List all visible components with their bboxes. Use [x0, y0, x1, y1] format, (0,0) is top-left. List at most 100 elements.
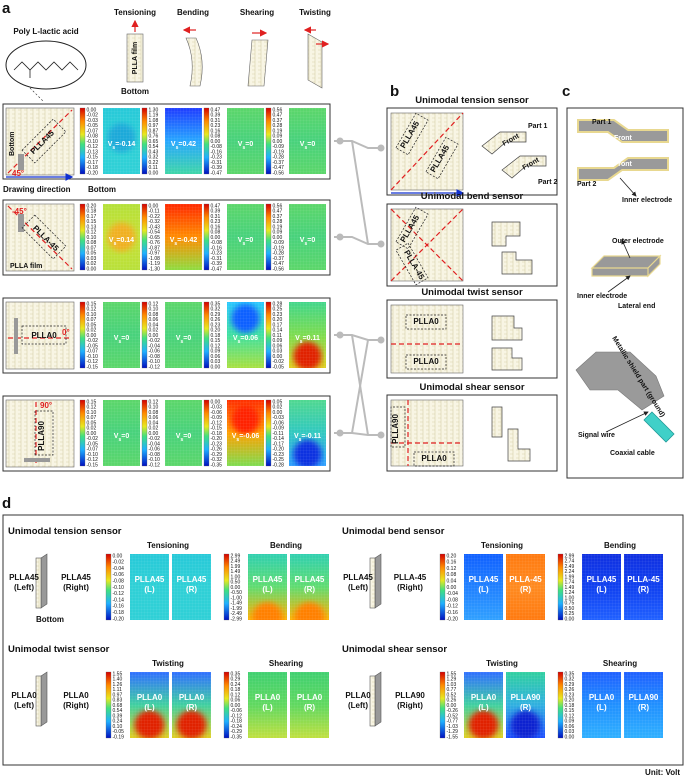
- colorbar-label: -0.14: [113, 597, 125, 603]
- cut-outline: [413, 451, 455, 467]
- map-label-line: (R): [304, 585, 315, 594]
- connector-dot: [377, 431, 385, 439]
- twist-icon: [307, 33, 323, 89]
- voltage-value: =0: [183, 433, 191, 440]
- colorbar: [141, 107, 148, 175]
- connector: [351, 140, 369, 245]
- voltage-label: Vs=0.06: [233, 335, 258, 345]
- colorbar-label: 0.47: [211, 203, 221, 209]
- colorbar-label: 0.06: [273, 343, 283, 349]
- colorbar-label: -0.16: [211, 149, 223, 155]
- heatmap: [130, 554, 169, 620]
- voltage-label: Vs=-0.14: [108, 141, 136, 151]
- sample: [390, 304, 464, 374]
- map-label-line: (R): [520, 703, 531, 712]
- heatmap: [506, 554, 545, 620]
- colorbar-label: -0.65: [149, 235, 161, 241]
- colorbar-label: -0.10: [113, 585, 125, 591]
- voltage-sub: s: [176, 145, 179, 151]
- map-label: PLLA0 (L): [471, 693, 497, 712]
- sensor-title: Unimodal twist sensor: [421, 287, 523, 298]
- colorbar-label: 0.18: [211, 333, 221, 339]
- map-label-line: (L): [596, 703, 607, 712]
- panel-box: [386, 299, 558, 379]
- voltage-symbol: V: [295, 335, 300, 342]
- heatmap: [227, 204, 264, 270]
- cut-line: [390, 208, 464, 282]
- connector-dot: [336, 137, 344, 145]
- colorbar-label: 0.12: [231, 692, 241, 698]
- colorbar-label: 1.00: [565, 595, 575, 601]
- colorbar-label: 0.03: [87, 256, 97, 262]
- colorbar-label: -0.50: [231, 590, 243, 596]
- colorbar-label: 0.77: [447, 687, 457, 693]
- colorbar-label: -0.18: [231, 719, 243, 725]
- strip: [24, 458, 50, 462]
- part-outline: [491, 221, 521, 247]
- molecule-circle: [5, 40, 87, 90]
- colorbar-label: -0.08: [211, 240, 223, 246]
- colorbar-label: 0.18: [87, 209, 97, 215]
- colorbar: [203, 301, 210, 369]
- colorbar-label: 1.00: [231, 574, 241, 580]
- colorbar-label: 0.28: [273, 301, 283, 307]
- colorbar-label: -0.25: [273, 457, 285, 463]
- material-label: Poly L-lactic acid: [13, 27, 78, 36]
- colorbar-label: -0.15: [87, 364, 99, 370]
- map-label-line: (R): [520, 585, 531, 594]
- colorbar-label: -0.52: [447, 713, 459, 719]
- colorbar-label: 1.49: [231, 569, 241, 575]
- voltage-value: =0.42: [178, 141, 196, 148]
- heatmap: [130, 672, 169, 738]
- voltage-sub: s: [118, 339, 121, 345]
- map-label-line: PLLA45: [295, 575, 325, 584]
- colorbar-label: 0.00: [231, 703, 241, 709]
- map-label-line: (L): [262, 703, 273, 712]
- film-icon: [369, 557, 376, 609]
- film-icon: [369, 675, 376, 727]
- colorbar-label: -0.19: [273, 149, 285, 155]
- colorbar-label: 0.25: [273, 307, 283, 313]
- colorbar-label: -0.04: [447, 591, 459, 597]
- colorbar-label: 0.00: [273, 139, 283, 145]
- colorbar-label: 0.16: [211, 128, 221, 134]
- right-label-line: (Right): [397, 583, 423, 592]
- voltage-label: Vs=0.11: [295, 335, 320, 345]
- colorbar-label: 0.32: [211, 307, 221, 313]
- cut-outline: [395, 112, 429, 156]
- voltage-value: =0: [245, 237, 253, 244]
- component-label: Inner electrode: [577, 293, 627, 300]
- colorbar-label: 0.37: [273, 214, 283, 220]
- colorbar-label: 0.10: [87, 235, 97, 241]
- voltage-symbol: V: [171, 141, 176, 148]
- mode-label: Bending: [604, 541, 636, 550]
- heatmap: [289, 204, 326, 270]
- colorbar-label: 0.11: [149, 165, 159, 171]
- voltage-sub: s: [112, 145, 115, 151]
- heatmap: [289, 302, 326, 368]
- colorbar: [105, 671, 112, 739]
- connector: [351, 339, 369, 434]
- colorbar-label: 0.12: [211, 343, 221, 349]
- colorbar-label: 0.16: [447, 560, 457, 566]
- colorbar-label: -0.28: [273, 251, 285, 257]
- colorbar-label: 0.29: [231, 677, 241, 683]
- colorbar-label: -0.06: [149, 447, 161, 453]
- colorbar-label: -0.47: [273, 165, 285, 171]
- colorbar-label: 0.00: [447, 703, 457, 709]
- heatmap-mesh: [289, 108, 326, 174]
- colorbar-label: -0.06: [231, 708, 243, 714]
- colorbar-label: -0.29: [211, 452, 223, 458]
- film-icon: [126, 33, 144, 83]
- colorbar-label: 1.99: [231, 564, 241, 570]
- sensor-title: Unimodal shear sensor: [419, 382, 524, 393]
- component-label: Part 2: [577, 181, 597, 188]
- colorbar-label: 0.52: [447, 692, 457, 698]
- voltage-sub: s: [242, 145, 245, 151]
- heatmap: [103, 108, 140, 174]
- colorbar-label: -0.07: [87, 349, 99, 355]
- map-label: PLLA90 (R): [511, 693, 541, 712]
- colorbar-label: -0.12: [447, 604, 459, 610]
- colorbar-label: 1.55: [447, 671, 457, 677]
- colorbar-label: -0.32: [211, 457, 223, 463]
